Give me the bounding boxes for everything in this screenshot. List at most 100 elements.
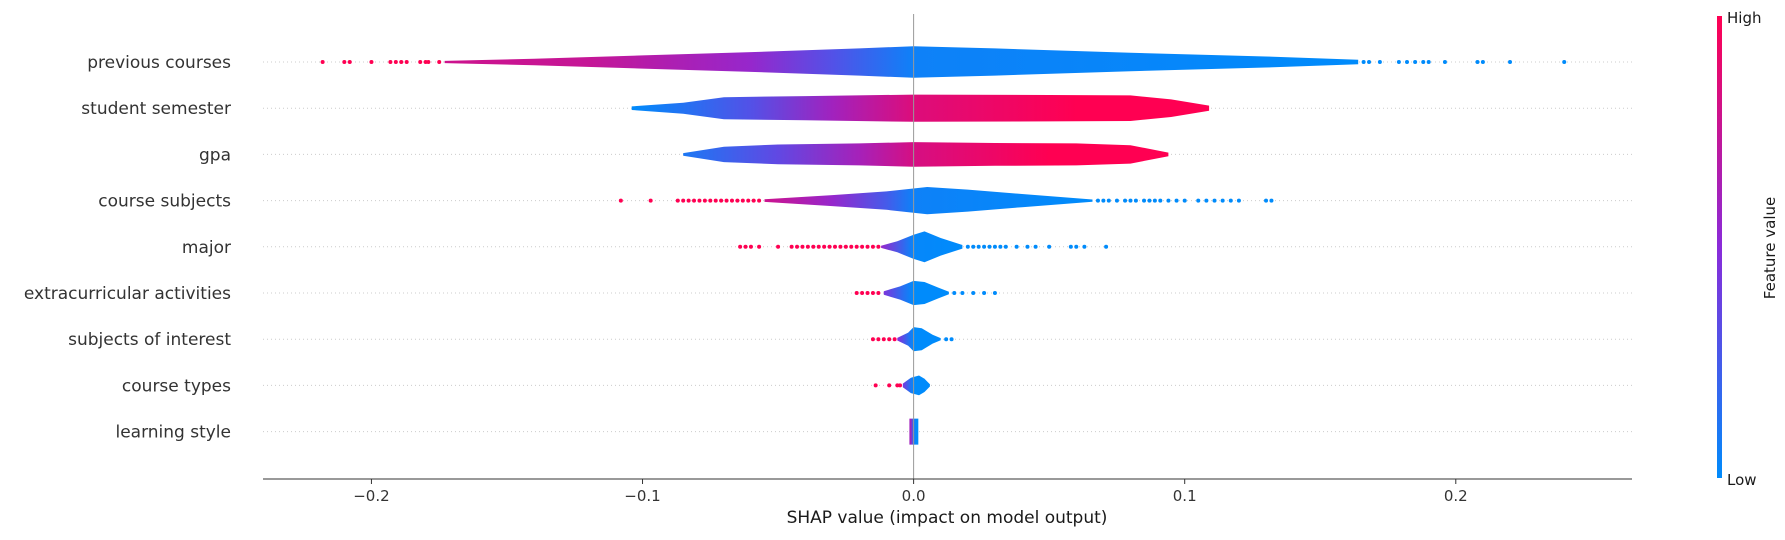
outlier-point <box>843 244 848 249</box>
outlier-point <box>681 198 686 203</box>
feature-label: course subjects <box>98 192 231 212</box>
outlier-point <box>1014 244 1019 249</box>
outlier-point <box>1508 60 1513 64</box>
x-tick-label: 0.0 <box>902 487 926 505</box>
feature-row: learning style <box>115 418 1632 445</box>
outlier-point <box>369 60 374 64</box>
outlier-point <box>347 60 352 64</box>
outlier-point <box>949 337 954 342</box>
outlier-point <box>1361 60 1366 64</box>
outlier-point <box>399 60 404 64</box>
outlier-point <box>789 244 794 249</box>
outlier-point <box>1047 244 1052 249</box>
outlier-point <box>795 244 800 249</box>
outlier-point <box>887 383 892 388</box>
outlier-point <box>865 244 870 249</box>
outlier-point <box>1480 60 1485 64</box>
outlier-point <box>870 244 875 249</box>
outlier-point <box>1562 60 1567 64</box>
outlier-point <box>944 337 949 342</box>
violin-shape <box>902 375 930 396</box>
outlier-point <box>887 337 892 342</box>
outlier-point <box>738 244 743 249</box>
outlier-point <box>960 291 965 295</box>
outlier-point <box>854 244 859 249</box>
outlier-point <box>1204 198 1209 203</box>
outlier-point <box>860 244 865 249</box>
outlier-point <box>1123 198 1128 203</box>
outlier-point <box>692 198 697 203</box>
outlier-point <box>748 244 753 249</box>
outlier-point <box>865 291 870 295</box>
outlier-point <box>1152 198 1157 203</box>
violin-shape <box>444 46 1359 78</box>
outlier-point <box>1142 198 1147 203</box>
outlier-point <box>1128 198 1133 203</box>
feature-label: course types <box>122 376 231 396</box>
feature-row: course subjects <box>98 187 1632 215</box>
outlier-point <box>708 198 713 203</box>
outlier-point <box>1236 198 1241 203</box>
outlier-point <box>437 60 442 64</box>
outlier-point <box>776 244 781 249</box>
outlier-point <box>1104 244 1109 249</box>
outlier-point <box>805 244 810 249</box>
outlier-point <box>746 198 751 203</box>
colorbar-high-label: High <box>1727 9 1761 27</box>
feature-label: subjects of interest <box>68 330 231 350</box>
outlier-point <box>822 244 827 249</box>
feature-row: course types <box>122 375 1632 396</box>
outlier-point <box>1421 60 1426 64</box>
outlier-point <box>1228 198 1233 203</box>
feature-label: learning style <box>115 423 231 443</box>
x-tick-label: −0.2 <box>353 487 389 505</box>
violin-shape <box>631 94 1210 122</box>
outlier-point <box>724 198 729 203</box>
outlier-point <box>827 244 832 249</box>
outlier-point <box>1158 198 1163 203</box>
colorbar-title: Feature value <box>1761 197 1779 299</box>
outlier-point <box>1114 198 1119 203</box>
outlier-point <box>976 244 981 249</box>
outlier-point <box>1442 60 1447 64</box>
outlier-point <box>971 244 976 249</box>
outlier-point <box>743 244 748 249</box>
colorbar-gradient <box>1717 16 1722 478</box>
outlier-point <box>342 60 347 64</box>
violin-shape <box>881 231 963 263</box>
outlier-point <box>832 244 837 249</box>
outlier-point <box>1101 198 1106 203</box>
feature-row: gpa <box>199 142 1632 167</box>
outlier-point <box>870 291 875 295</box>
outlier-point <box>982 244 987 249</box>
outlier-point <box>1396 60 1401 64</box>
outlier-point <box>1166 198 1171 203</box>
feature-label: previous courses <box>87 53 231 73</box>
outlier-point <box>713 198 718 203</box>
outlier-point <box>860 291 865 295</box>
outlier-point <box>1147 198 1152 203</box>
outlier-point <box>1106 198 1111 203</box>
outlier-point <box>1068 244 1073 249</box>
outlier-point <box>740 198 745 203</box>
outlier-point <box>998 244 1003 249</box>
outlier-point <box>1133 198 1138 203</box>
outlier-point <box>870 337 875 342</box>
feature-label: major <box>182 238 231 258</box>
outlier-point <box>1025 244 1030 249</box>
x-tick-label: 0.1 <box>1173 487 1197 505</box>
feature-row: student semester <box>81 94 1632 122</box>
outlier-point <box>854 291 859 295</box>
outlier-point <box>876 244 881 249</box>
outlier-point <box>982 291 987 295</box>
feature-row: major <box>182 231 1632 263</box>
outlier-point <box>702 198 707 203</box>
outlier-point <box>675 198 680 203</box>
violin-shape <box>683 142 1169 167</box>
outlier-point <box>873 383 878 388</box>
outlier-point <box>1220 198 1225 203</box>
outlier-point <box>816 244 821 249</box>
outlier-point <box>1074 244 1079 249</box>
outlier-point <box>898 383 903 388</box>
outlier-point <box>729 198 734 203</box>
